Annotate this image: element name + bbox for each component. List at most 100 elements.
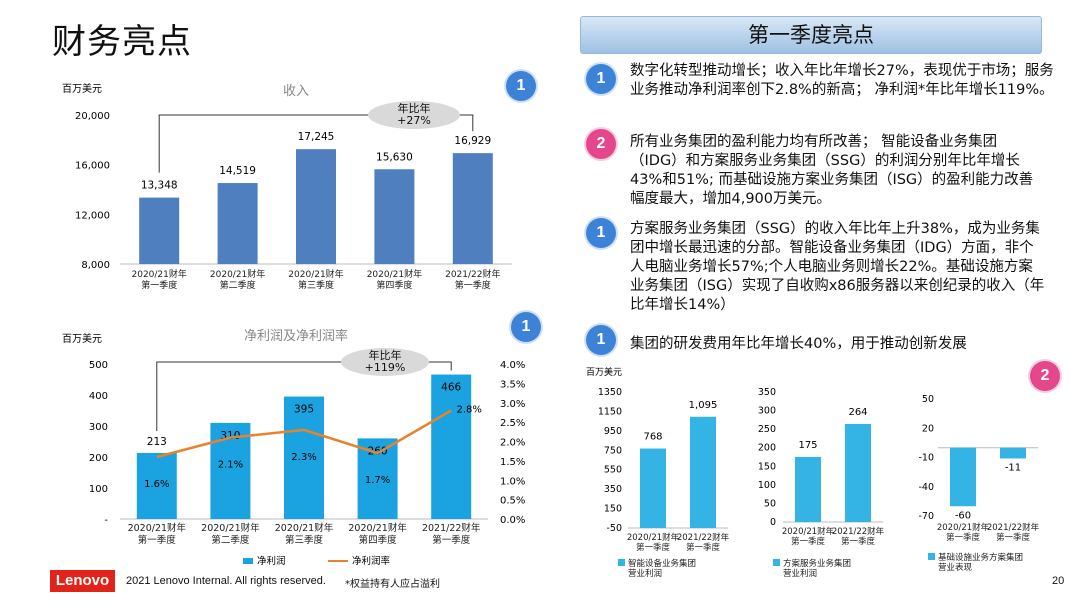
isg-bar — [950, 447, 976, 507]
net-profit-y2tick: 1.0% — [500, 476, 525, 487]
isg-category-label: 2021/22财年第一季度 — [987, 522, 1040, 543]
net-profit-ytick: 100 — [89, 484, 108, 495]
ssg-ytick: 50 — [764, 498, 776, 509]
net-profit-y2tick: 0.0% — [500, 515, 525, 526]
highlight-3-text: 方案服务业务集团（SSG）的收入年比年上升38%，成为业务集团中增长最迅速的分部… — [630, 221, 1045, 313]
net-profit-category-label: 2020/21财年第四季度 — [348, 522, 407, 546]
revenue-ytick: 12,000 — [75, 210, 110, 221]
footer-note: *权益持有人应占溢利 — [345, 579, 440, 590]
idg-legend-swatch — [618, 559, 625, 566]
net-profit-y2tick: 0.5% — [500, 496, 525, 507]
ssg-category-label: 2020/21财年第一季度 — [782, 526, 835, 547]
highlight-1-text: 数字化转型推动增长；收入年比年增长27%，表现优于市场；服务业务推动净利润率创下… — [630, 63, 1054, 98]
highlight-1-badge: 1 — [586, 64, 616, 94]
net-margin-label: 1.7% — [365, 475, 390, 486]
net-margin-label: 2.8% — [456, 405, 481, 416]
ssg-ytick: 200 — [758, 443, 776, 454]
net-profit-category-label: 2021/22财年第一季度 — [422, 522, 481, 546]
ssg-legend-swatch — [773, 559, 780, 566]
idg-bar — [690, 416, 716, 528]
revenue-title: 收入 — [283, 84, 309, 99]
revenue-growth-bracket — [158, 114, 474, 173]
idg-category-label: 2020/21财年第一季度 — [627, 532, 680, 553]
page-title: 财务亮点 — [52, 22, 192, 62]
net-profit-category-label: 2020/21财年第一季度 — [128, 522, 187, 546]
ssg-value-label: 264 — [848, 407, 867, 418]
revenue-bar — [452, 153, 493, 264]
footer-copyright: 2021 Lenovo Internal. All rights reserve… — [126, 575, 326, 587]
idg-value-label: 1,095 — [689, 400, 718, 411]
highlight-3-badge: 1 — [586, 218, 616, 248]
revenue-category-label: 2020/21财年第三季度 — [288, 268, 343, 291]
revenue-category-label: 2020/21财年第一季度 — [132, 268, 187, 291]
revenue-unit-label: 百万美元 — [62, 82, 102, 95]
revenue-ytick: 16,000 — [75, 161, 110, 172]
revenue-value-label: 16,929 — [454, 135, 491, 147]
isg-ytick: 50 — [922, 394, 934, 405]
idg-bar — [640, 448, 666, 528]
highlight-4-text: 集团的研发费用年比年增长40%，用于推动创新发展 — [630, 336, 967, 352]
ssg-category-label: 2021/22财年第一季度 — [832, 526, 885, 547]
idg-ytick: 750 — [604, 445, 622, 456]
net-profit-bar — [431, 374, 472, 519]
revenue-bar — [217, 183, 258, 264]
ssg-bar — [845, 423, 871, 522]
net-profit-growth-bubble — [341, 348, 429, 376]
revenue-value-label: 14,519 — [219, 165, 256, 177]
isg-ytick: -70 — [918, 511, 934, 522]
revenue-growth-annotation: 年比年+27% — [397, 101, 431, 127]
net-profit-category-label: 2020/21财年第三季度 — [275, 522, 334, 546]
idg-value-label: 768 — [643, 432, 662, 443]
ssg-ytick: 0 — [770, 517, 776, 528]
net-profit-growth-bracket — [156, 361, 452, 431]
ssg-bar — [795, 457, 821, 522]
net-profit-ytick: 300 — [89, 422, 108, 433]
revenue-value-label: 13,348 — [141, 180, 178, 192]
idg-ytick: 1350 — [598, 387, 622, 398]
q1-highlights-header: 第一季度亮点 — [580, 16, 1042, 54]
net-profit-ytick: - — [104, 515, 108, 526]
idg-ytick: 150 — [604, 504, 622, 515]
ssg-ytick: 300 — [758, 406, 776, 417]
highlight-4-badge: 1 — [586, 325, 616, 355]
ssg-ytick: 150 — [758, 461, 776, 472]
revenue-value-label: 15,630 — [376, 151, 413, 163]
isg-value-label: -11 — [1005, 462, 1021, 473]
net-profit-unit-label: 百万美元 — [62, 332, 102, 345]
ssg-ytick: 350 — [758, 387, 776, 398]
net-profit-bar — [136, 452, 177, 519]
segment-profit-charts: 百万美元 -50 150 350 550 750 950 1150 1350 768 2020/21… — [586, 366, 1040, 579]
net-margin-label: 2.1% — [218, 460, 243, 471]
lenovo-logo: Lenovo — [50, 570, 115, 592]
net-profit-ytick: 500 — [89, 360, 108, 371]
idg-legend-label: 智能设备业务集团营业利润 — [628, 558, 696, 579]
segment-unit-label: 百万美元 — [586, 366, 622, 378]
revenue-chart: 百万美元 收入 8,000 12,000 16,000 20,000 13,348 2020/… — [62, 82, 512, 291]
revenue-category-label: 2020/21财年第二季度 — [210, 268, 265, 291]
net-margin-label: 2.3% — [291, 452, 316, 463]
revenue-category-label: 2020/21财年第四季度 — [367, 268, 422, 291]
idg-ytick: 1150 — [598, 406, 622, 417]
net-margin-label: 1.6% — [144, 479, 169, 490]
ssg-value-label: 175 — [798, 440, 817, 451]
net-profit-bar — [284, 396, 324, 519]
net-profit-category-label: 2020/21财年第二季度 — [201, 522, 260, 546]
legend-line-label: 净利润率 — [352, 555, 391, 567]
isg-legend-label: 基础设施业务方案集团营业表现 — [938, 552, 1023, 573]
isg-ytick: -10 — [918, 453, 934, 464]
idg-category-label: 2021/22财年第一季度 — [677, 532, 730, 553]
net-profit-y2tick: 2.5% — [500, 418, 525, 429]
isg-ytick: 20 — [922, 423, 934, 434]
net-profit-value-label: 260 — [368, 445, 388, 457]
legend-bar-swatch — [243, 558, 253, 564]
revenue-category-label: 2021/22财年第一季度 — [445, 268, 500, 291]
isg-legend-swatch — [928, 553, 935, 560]
revenue-growth-bubble — [368, 101, 460, 129]
revenue-bar — [139, 197, 180, 264]
net-profit-value-label: 395 — [294, 404, 314, 416]
idg-ytick: 950 — [604, 426, 622, 437]
segments-badge: 2 — [1030, 361, 1060, 391]
net-profit-growth-annotation: 年比年+119% — [365, 348, 406, 374]
ssg-ytick: 100 — [758, 480, 776, 491]
net-profit-chart: 百万美元 净利润及净利润率 - 100 200 300 400 500 0.0% 0.5% 1.0%… — [62, 328, 525, 567]
